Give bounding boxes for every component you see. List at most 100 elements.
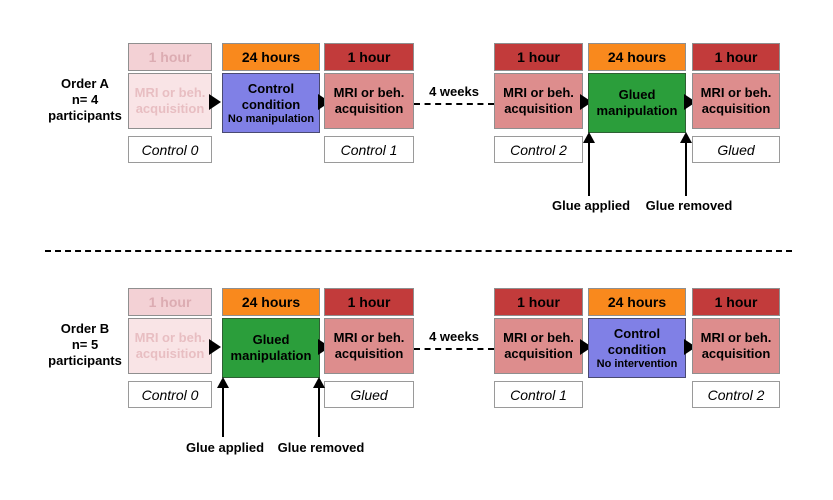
caption-text: Glued (350, 386, 388, 403)
acquisition-line2: acquisition (504, 346, 573, 361)
four-weeks-label: 4 weeks (429, 84, 479, 99)
acquisition-block: MRI or beh. acquisition (324, 318, 414, 374)
glue-applied-arrow-line (588, 141, 590, 196)
caption-text: Glued (717, 141, 755, 158)
condition-line2: manipulation (230, 348, 312, 363)
duration-header: 1 hour (324, 43, 414, 71)
duration-text: 1 hour (148, 294, 192, 310)
four-weeks-dashed-line (414, 348, 494, 350)
caption-text: Control 0 (141, 141, 199, 158)
arrow-up-icon (680, 132, 692, 143)
acquisition-line2: acquisition (334, 101, 404, 116)
acquisition-block-faded: MRI or beh. acquisition (128, 73, 212, 129)
condition-line2: manipulation (596, 103, 678, 118)
acquisition-block: MRI or beh. acquisition (494, 73, 583, 129)
duration-header: 1 hour (128, 288, 212, 316)
duration-header: 24 hours (588, 288, 686, 316)
glue-removed-label: Glue removed (277, 440, 365, 455)
glue-removed-arrow-line (685, 141, 687, 196)
caption-control-0: Control 0 (128, 136, 212, 163)
glue-applied-label: Glue applied (185, 440, 265, 455)
order-b-n: n= 5 (71, 337, 99, 352)
condition-line1: Glued (618, 87, 656, 102)
acquisition-line1: MRI or beh. (333, 85, 405, 100)
section-separator-line (45, 250, 792, 252)
caption-control-1: Control 1 (324, 136, 414, 163)
glued-manipulation-block: Glued manipulation (222, 318, 320, 378)
duration-text: 1 hour (347, 49, 391, 65)
glue-removed-arrow-line (318, 386, 320, 437)
row-label-order-a: Order A n= 4 participants (27, 76, 143, 124)
acquisition-line2: acquisition (135, 346, 205, 361)
acquisition-line1: MRI or beh. (700, 85, 772, 100)
four-weeks-dashed-line (414, 103, 494, 105)
duration-header: 1 hour (128, 43, 212, 71)
duration-text: 1 hour (714, 294, 758, 310)
caption-text: Control 1 (340, 141, 398, 158)
caption-control-2: Control 2 (692, 381, 780, 408)
arrow-right-icon (209, 339, 221, 355)
glued-manipulation-block: Glued manipulation (588, 73, 686, 133)
acquisition-block: MRI or beh. acquisition (692, 318, 780, 374)
duration-text: 24 hours (607, 49, 667, 65)
duration-text: 1 hour (148, 49, 192, 65)
arrow-up-icon (583, 132, 595, 143)
order-a-name: Order A (61, 76, 109, 91)
duration-text: 24 hours (241, 49, 301, 65)
acquisition-line2: acquisition (504, 101, 573, 116)
caption-control-1: Control 1 (494, 381, 583, 408)
caption-glued: Glued (692, 136, 780, 163)
acquisition-block: MRI or beh. acquisition (692, 73, 780, 129)
acquisition-block: MRI or beh. acquisition (494, 318, 583, 374)
caption-text: Control 0 (141, 386, 199, 403)
duration-header: 1 hour (692, 43, 780, 71)
acquisition-line1: MRI or beh. (503, 85, 574, 100)
duration-header: 1 hour (494, 288, 583, 316)
acquisition-line1: MRI or beh. (503, 330, 574, 345)
caption-text: Control 2 (707, 386, 765, 403)
condition-subtext: No manipulation (227, 113, 315, 125)
caption-text: Control 2 (510, 141, 567, 158)
condition-line2: condition (607, 342, 667, 357)
duration-header: 24 hours (588, 43, 686, 71)
duration-header: 1 hour (692, 288, 780, 316)
glue-removed-label: Glue removed (645, 198, 733, 213)
acquisition-line2: acquisition (334, 346, 404, 361)
acquisition-line1: MRI or beh. (700, 330, 772, 345)
order-a-n: n= 4 (71, 92, 99, 107)
caption-text: Control 1 (510, 386, 567, 403)
duration-text: 1 hour (517, 49, 560, 65)
caption-control-0: Control 0 (128, 381, 212, 408)
acquisition-line2: acquisition (701, 346, 771, 361)
duration-text: 1 hour (714, 49, 758, 65)
acquisition-line1: MRI or beh. (134, 330, 206, 345)
order-b-name: Order B (60, 321, 110, 336)
duration-header: 1 hour (324, 288, 414, 316)
caption-glued: Glued (324, 381, 414, 408)
control-condition-block: Control condition No intervention (588, 318, 686, 378)
acquisition-line2: acquisition (135, 101, 205, 116)
control-condition-block: Control condition No manipulation (222, 73, 320, 133)
glue-applied-label: Glue applied (551, 198, 631, 213)
arrow-right-icon (209, 94, 221, 110)
row-label-order-b: Order B n= 5 participants (27, 321, 143, 369)
acquisition-block-faded: MRI or beh. acquisition (128, 318, 212, 374)
acquisition-line1: MRI or beh. (333, 330, 405, 345)
duration-header: 24 hours (222, 43, 320, 71)
condition-line1: Glued (252, 332, 290, 347)
duration-header: 24 hours (222, 288, 320, 316)
order-a-participants: participants (48, 108, 122, 123)
glue-applied-arrow-line (222, 386, 224, 437)
condition-line1: Control (247, 81, 295, 96)
arrow-up-icon (217, 377, 229, 388)
condition-line1: Control (613, 326, 661, 341)
duration-text: 24 hours (607, 294, 667, 310)
acquisition-block: MRI or beh. acquisition (324, 73, 414, 129)
four-weeks-label: 4 weeks (429, 329, 479, 344)
duration-text: 1 hour (517, 294, 560, 310)
duration-text: 1 hour (347, 294, 391, 310)
order-b-participants: participants (48, 353, 122, 368)
duration-text: 24 hours (241, 294, 301, 310)
acquisition-line2: acquisition (701, 101, 771, 116)
